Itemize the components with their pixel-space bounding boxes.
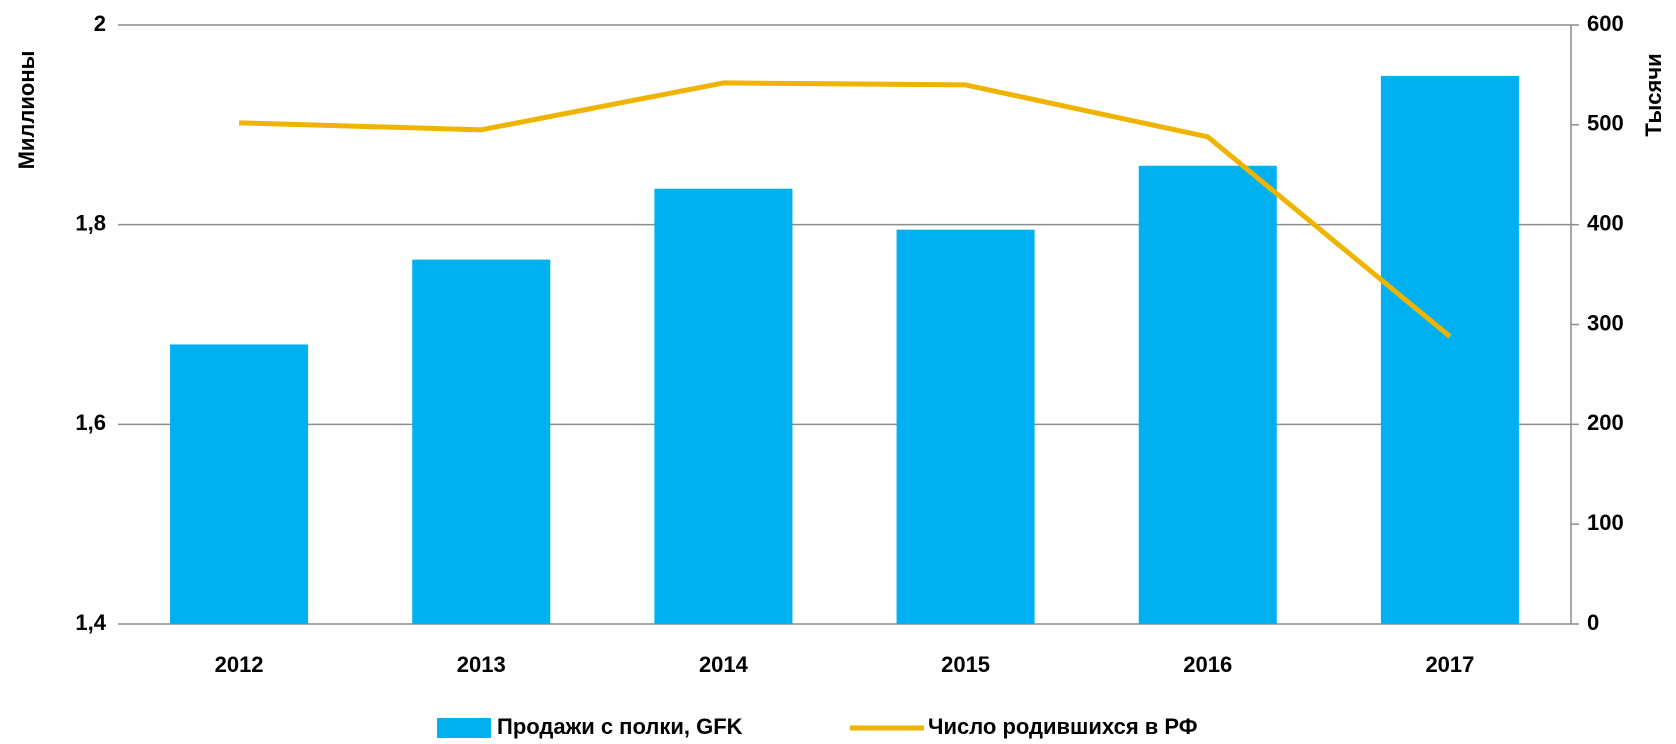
y-tick-label: 2 [94,11,106,36]
x-tick-label: 2012 [215,652,264,677]
legend-label: Продажи с полки, GFK [497,714,743,739]
x-tick-label: 2014 [699,652,749,677]
bar [654,188,793,624]
y-tick-label: 1,8 [75,210,106,235]
y2-tick-label: 300 [1587,310,1624,335]
y-tick-label: 1,6 [75,410,106,435]
legend-swatch [437,718,491,738]
x-tick-label: 2016 [1183,652,1232,677]
x-tick-label: 2015 [941,652,990,677]
bar [412,259,551,624]
y-axis-title: Миллионы [14,51,39,170]
y2-axis-title: Тысячи [1641,53,1666,136]
y2-tick-label: 100 [1587,510,1624,535]
y2-tick-label: 400 [1587,210,1624,235]
y2-tick-label: 0 [1587,610,1599,635]
y-tick-label: 1,4 [75,610,106,635]
x-tick-label: 2017 [1425,652,1474,677]
bar [1138,165,1277,624]
bar [1380,75,1519,625]
bar [896,229,1035,625]
y2-tick-label: 600 [1587,11,1624,36]
x-tick-label: 2013 [457,652,506,677]
legend-label: Число родившихся в РФ [928,714,1198,739]
bar [170,344,309,624]
y2-tick-label: 500 [1587,111,1624,136]
y2-tick-label: 200 [1587,410,1624,435]
line [239,80,1452,339]
